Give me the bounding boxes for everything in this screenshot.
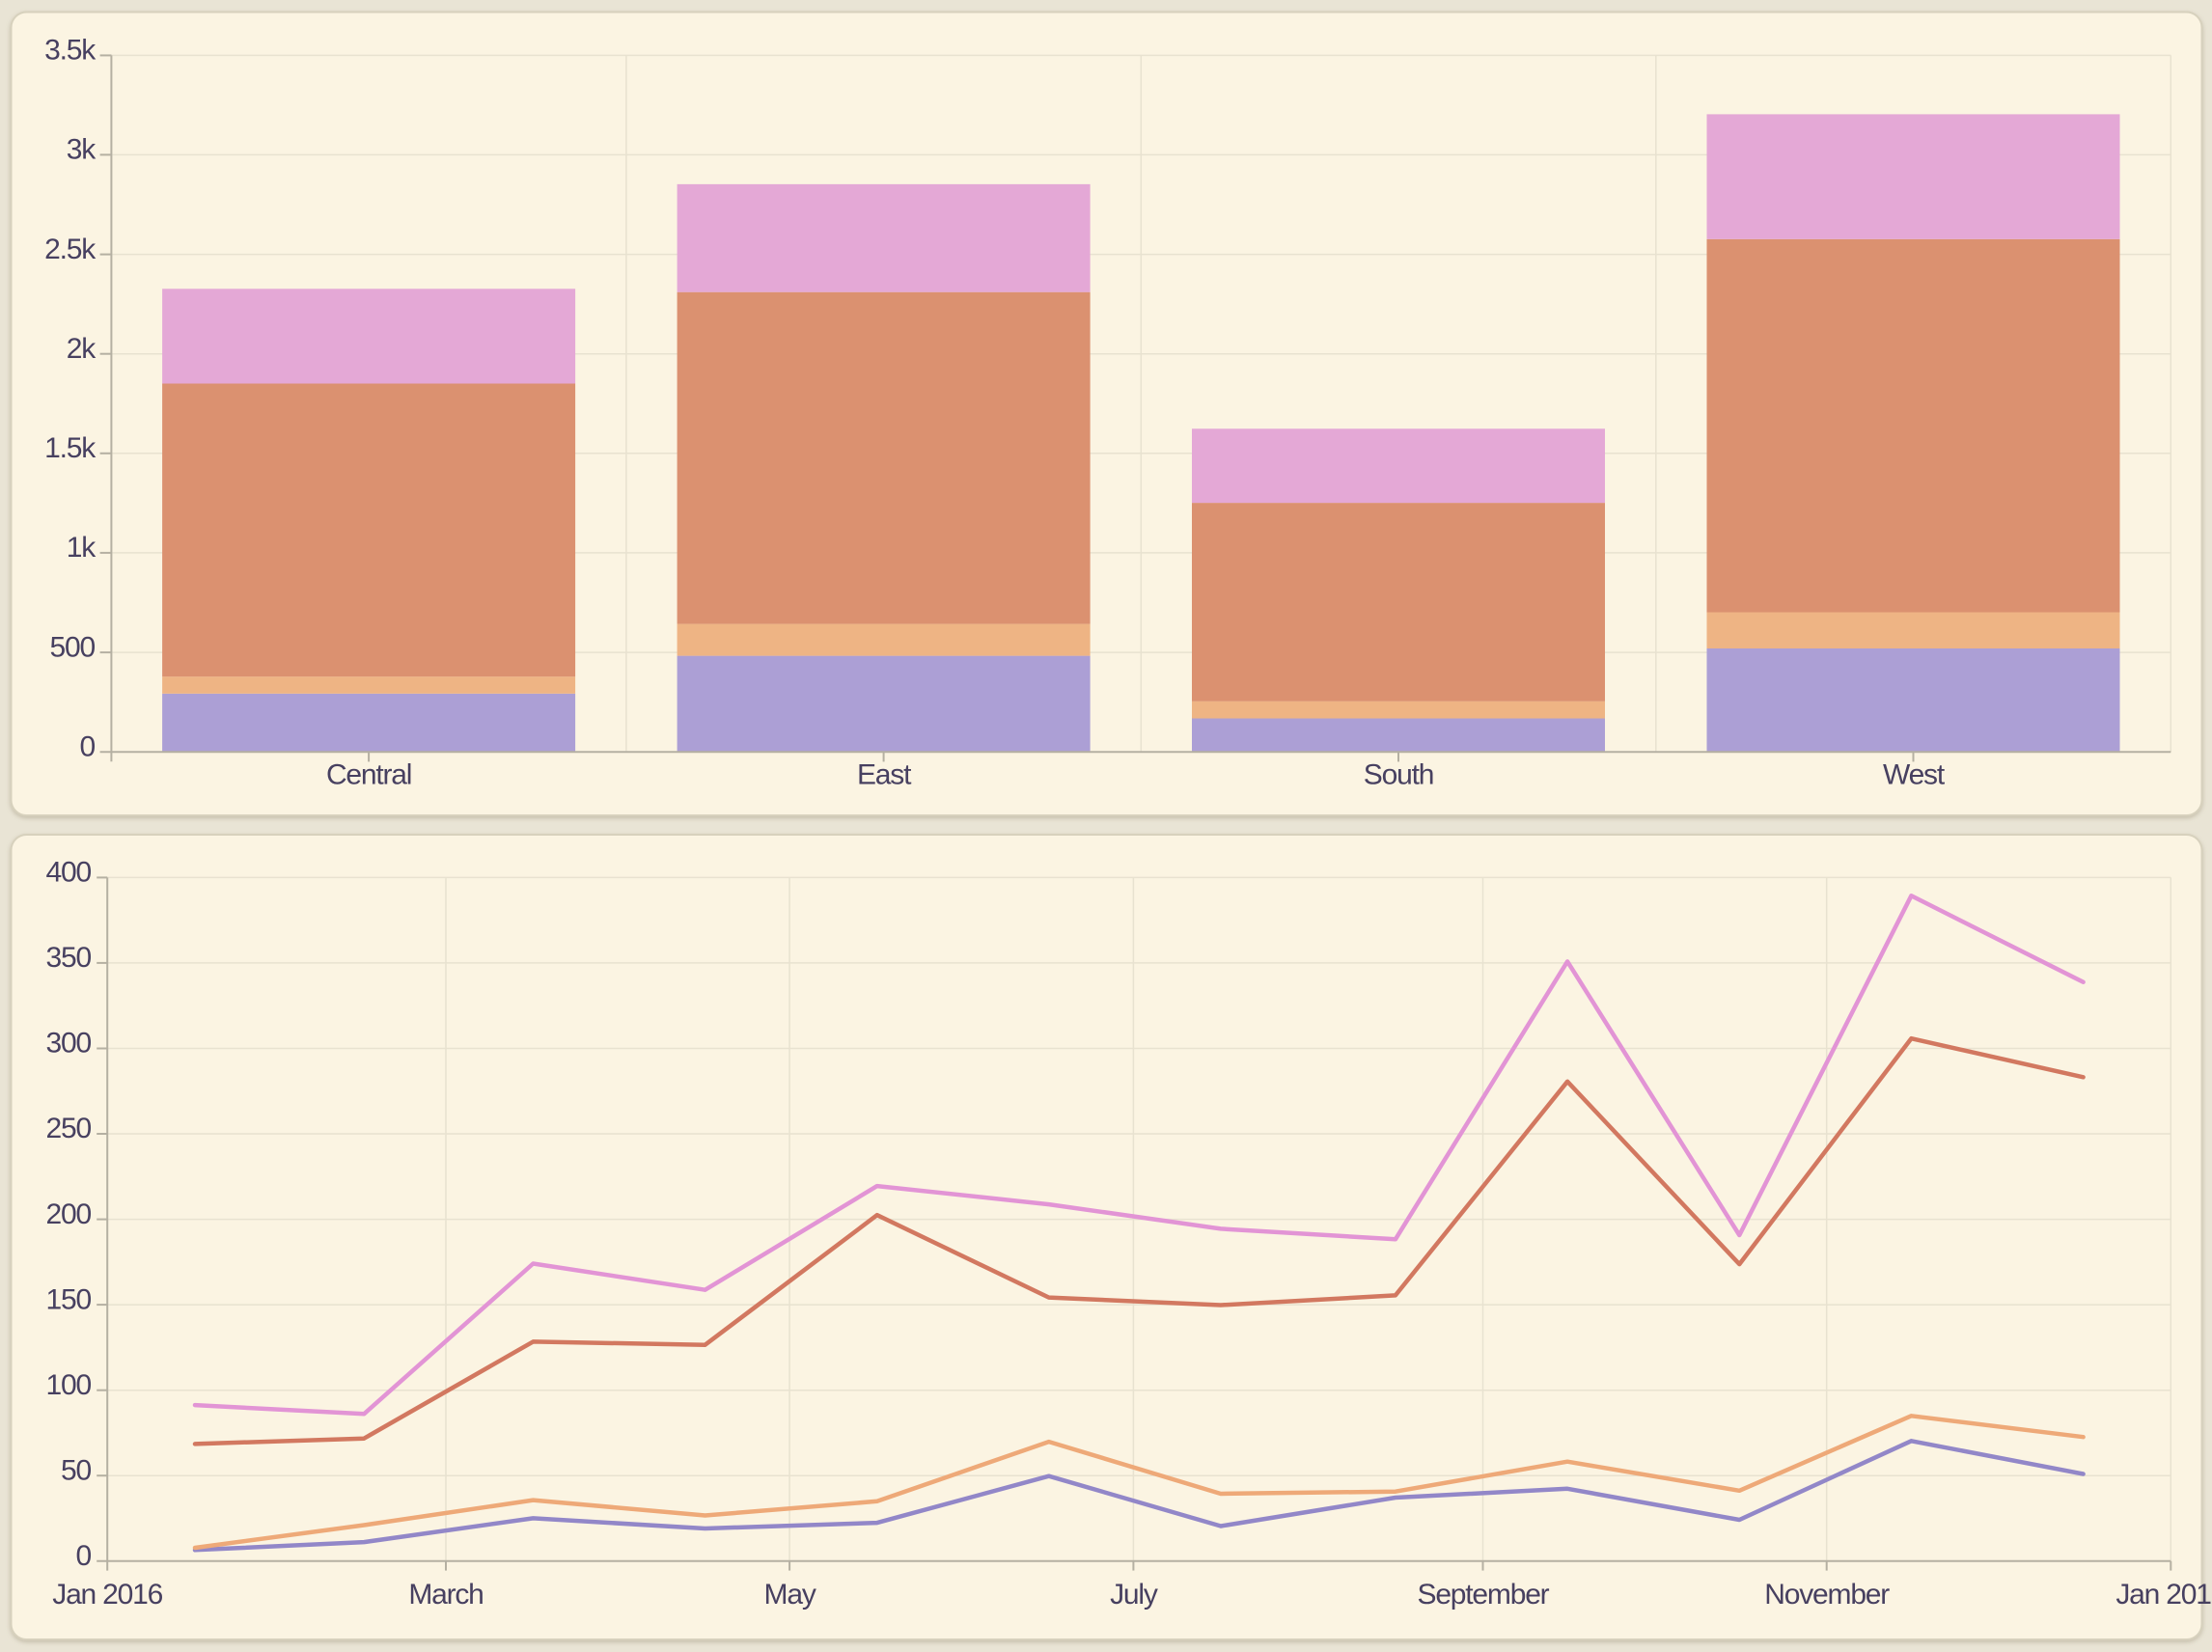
svg-text:Central: Central xyxy=(326,759,411,791)
svg-text:West: West xyxy=(1883,759,1946,791)
svg-text:November: November xyxy=(1764,1579,1890,1611)
svg-text:2.5k: 2.5k xyxy=(44,234,97,265)
svg-text:500: 500 xyxy=(50,631,96,663)
svg-text:250: 250 xyxy=(46,1113,92,1144)
svg-text:300: 300 xyxy=(46,1028,92,1060)
svg-text:3k: 3k xyxy=(67,134,97,166)
svg-text:Jan 2017: Jan 2017 xyxy=(2115,1579,2212,1611)
svg-text:50: 50 xyxy=(61,1454,91,1486)
svg-text:3.5k: 3.5k xyxy=(44,35,97,67)
svg-text:South: South xyxy=(1364,759,1433,791)
svg-text:400: 400 xyxy=(46,857,92,889)
svg-text:200: 200 xyxy=(46,1198,92,1230)
svg-text:1.5k: 1.5k xyxy=(44,432,97,464)
svg-text:March: March xyxy=(408,1579,483,1611)
svg-text:1k: 1k xyxy=(67,532,97,564)
svg-text:East: East xyxy=(857,759,912,791)
svg-text:100: 100 xyxy=(46,1369,92,1401)
svg-text:350: 350 xyxy=(46,942,92,974)
svg-text:September: September xyxy=(1418,1579,1550,1611)
svg-text:May: May xyxy=(764,1579,816,1611)
svg-text:150: 150 xyxy=(46,1283,92,1315)
svg-text:July: July xyxy=(1110,1579,1158,1611)
svg-text:0: 0 xyxy=(80,731,96,763)
svg-text:Jan 2016: Jan 2016 xyxy=(52,1579,162,1611)
svg-text:0: 0 xyxy=(76,1540,92,1572)
svg-text:2k: 2k xyxy=(67,333,97,365)
